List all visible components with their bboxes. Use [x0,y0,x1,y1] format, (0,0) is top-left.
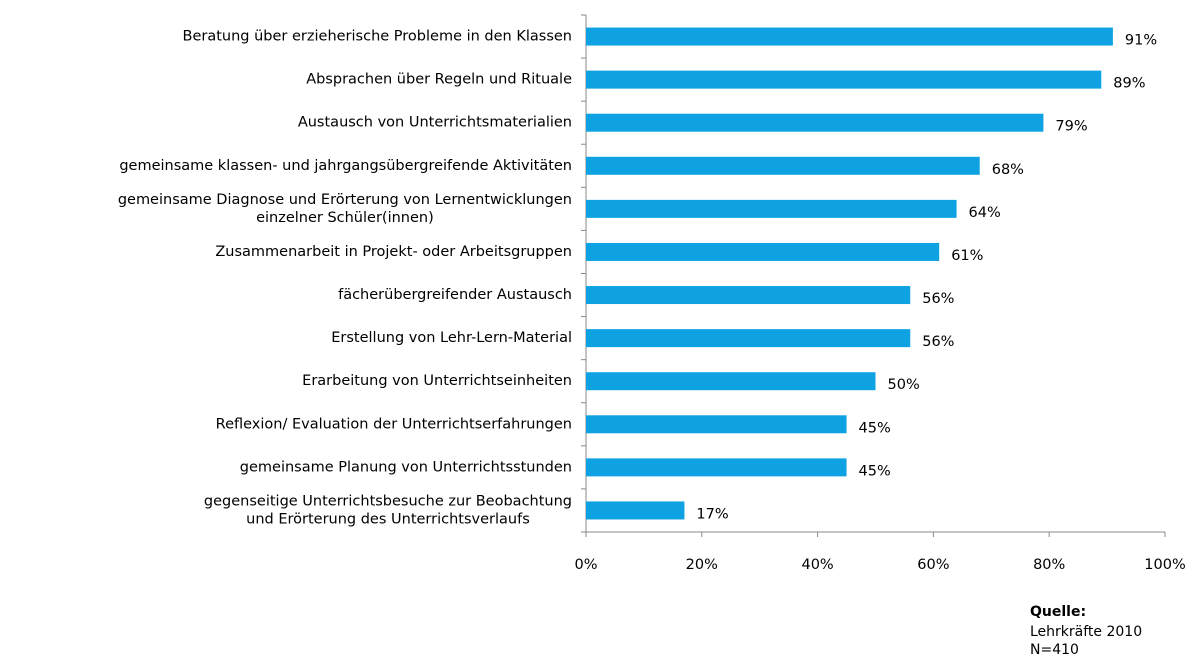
x-tick-label: 100% [1144,557,1185,573]
source-line: Lehrkräfte 2010 [1030,624,1142,640]
source-line: N=410 [1030,642,1079,658]
bar [586,372,876,391]
category-label: Austausch von Unterrichtsmaterialien [298,115,572,131]
value-label: 45% [859,420,891,436]
bar [586,70,1102,89]
x-tick-label: 80% [1033,557,1065,573]
category-label: Absprachen über Regeln und Rituale [306,72,572,88]
category-label: Zusammenarbeit in Projekt- oder Arbeitsg… [215,244,572,260]
category-label: Erarbeitung von Unterrichtseinheiten [302,373,572,389]
value-label: 56% [922,334,954,350]
category-label: Erstellung von Lehr-Lern-Material [331,330,572,346]
x-tick-label: 20% [686,557,718,573]
category-label: gemeinsame Diagnose und Erörterung von L… [118,192,572,226]
category-label: Beratung über erzieherische Probleme in … [183,29,572,45]
bar [586,415,847,434]
bar [586,501,685,520]
category-label: gegenseitige Unterrichtsbesuche zur Beob… [204,493,572,527]
value-label: 61% [951,248,983,264]
value-label: 17% [696,506,728,522]
bar [586,286,911,305]
bar [586,156,980,175]
bar [586,458,847,477]
value-label: 89% [1113,76,1145,92]
value-label: 68% [992,162,1024,178]
bar [586,199,957,218]
category-label: gemeinsame Planung von Unterrichtsstunde… [240,459,572,475]
value-label: 91% [1125,33,1157,49]
x-tick-label: 40% [801,557,833,573]
value-label: 45% [859,463,891,479]
x-tick-label: 0% [574,557,597,573]
category-label: gemeinsame klassen- und jahrgangsübergre… [119,158,572,174]
source-heading: Quelle: [1030,604,1086,620]
bar [586,27,1113,46]
category-label: fächerübergreifender Austausch [338,287,572,303]
value-label: 56% [922,291,954,307]
x-tick-label: 60% [917,557,949,573]
value-label: 79% [1055,119,1087,135]
bar [586,242,940,261]
value-label: 64% [969,205,1001,221]
category-label: Reflexion/ Evaluation der Unterrichtserf… [216,416,572,432]
bar [586,113,1044,132]
value-label: 50% [888,377,920,393]
bar [586,329,911,348]
